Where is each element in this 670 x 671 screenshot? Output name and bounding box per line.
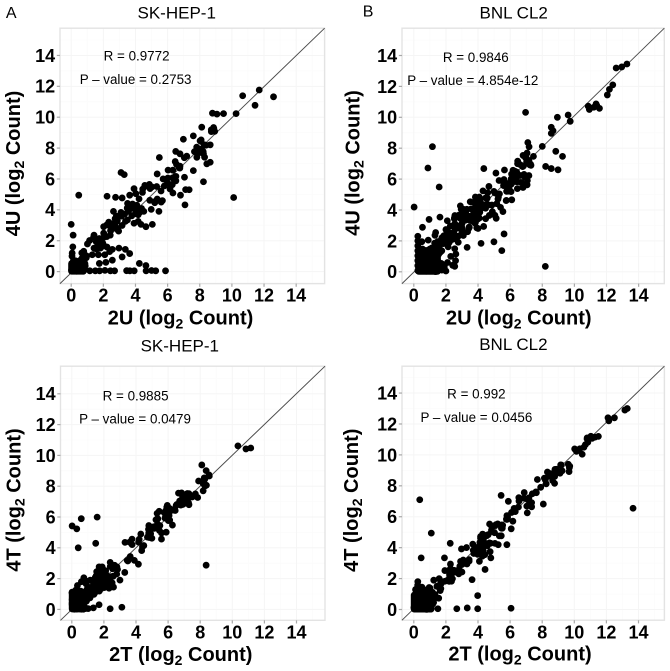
svg-text:8: 8: [45, 138, 55, 158]
svg-text:R = 0.9772: R = 0.9772: [104, 49, 170, 64]
svg-text:2: 2: [387, 569, 397, 589]
svg-text:4: 4: [45, 200, 55, 220]
svg-text:2: 2: [387, 231, 397, 251]
svg-text:8: 8: [387, 476, 397, 496]
svg-text:4: 4: [387, 538, 397, 558]
svg-text:2: 2: [99, 622, 109, 642]
svg-text:0: 0: [387, 600, 397, 620]
svg-text:10: 10: [377, 445, 397, 465]
svg-text:8: 8: [537, 286, 547, 306]
svg-text:P – value = 0.0479: P – value = 0.0479: [79, 411, 191, 426]
svg-text:2U (log2 Count): 2U (log2 Count): [446, 308, 592, 332]
svg-text:R = 0.9846: R = 0.9846: [443, 50, 509, 65]
svg-text:12: 12: [377, 77, 397, 97]
svg-text:P – value = 0.0456: P – value = 0.0456: [420, 410, 532, 425]
svg-text:6: 6: [163, 286, 173, 306]
svg-text:6: 6: [505, 286, 515, 306]
svg-text:12: 12: [36, 415, 56, 435]
svg-text:SK-HEP-1: SK-HEP-1: [137, 3, 215, 22]
svg-text:14: 14: [377, 383, 397, 403]
svg-text:8: 8: [46, 477, 56, 497]
svg-text:6: 6: [45, 169, 55, 189]
svg-text:10: 10: [36, 446, 56, 466]
svg-text:P – value = 4.854e-12: P – value = 4.854e-12: [407, 73, 538, 88]
svg-text:2: 2: [441, 622, 451, 642]
svg-text:2: 2: [46, 569, 56, 589]
svg-text:14: 14: [377, 46, 397, 66]
svg-text:P – value = 0.2753: P – value = 0.2753: [80, 72, 192, 87]
svg-text:4: 4: [130, 286, 140, 306]
svg-text:10: 10: [222, 286, 242, 306]
svg-text:BNL CL2: BNL CL2: [480, 3, 548, 22]
svg-text:14: 14: [286, 286, 306, 306]
svg-text:10: 10: [222, 622, 242, 642]
svg-text:10: 10: [564, 622, 584, 642]
svg-text:14: 14: [286, 622, 306, 642]
svg-text:0: 0: [387, 262, 397, 282]
svg-text:12: 12: [254, 622, 274, 642]
svg-text:6: 6: [387, 170, 397, 190]
svg-text:4: 4: [46, 538, 56, 558]
svg-text:14: 14: [628, 622, 648, 642]
svg-text:8: 8: [537, 622, 547, 642]
svg-text:0: 0: [45, 262, 55, 282]
svg-text:6: 6: [163, 622, 173, 642]
svg-text:4: 4: [473, 622, 483, 642]
svg-text:8: 8: [195, 622, 205, 642]
svg-text:14: 14: [35, 46, 55, 66]
svg-text:10: 10: [377, 108, 397, 128]
svg-text:12: 12: [35, 77, 55, 97]
svg-text:0: 0: [66, 286, 76, 306]
svg-text:2: 2: [98, 286, 108, 306]
svg-text:8: 8: [387, 139, 397, 159]
svg-text:2: 2: [45, 231, 55, 251]
svg-text:4: 4: [131, 622, 141, 642]
svg-text:12: 12: [597, 286, 617, 306]
svg-text:6: 6: [505, 622, 515, 642]
svg-text:SK-HEP-1: SK-HEP-1: [141, 337, 219, 356]
svg-text:10: 10: [35, 108, 55, 128]
svg-text:R = 0.9885: R = 0.9885: [103, 388, 169, 403]
svg-text:0: 0: [67, 622, 77, 642]
svg-text:R = 0.992: R = 0.992: [447, 386, 505, 401]
svg-text:0: 0: [409, 286, 419, 306]
svg-text:8: 8: [195, 286, 205, 306]
svg-text:12: 12: [254, 286, 274, 306]
svg-text:10: 10: [564, 286, 584, 306]
svg-text:A: A: [6, 5, 17, 22]
svg-text:12: 12: [377, 414, 397, 434]
svg-text:6: 6: [46, 507, 56, 527]
svg-text:4: 4: [387, 200, 397, 220]
svg-text:0: 0: [46, 600, 56, 620]
svg-text:2: 2: [441, 286, 451, 306]
svg-text:0: 0: [409, 622, 419, 642]
svg-text:14: 14: [629, 286, 649, 306]
svg-text:B: B: [363, 4, 374, 21]
svg-text:12: 12: [596, 622, 616, 642]
svg-text:BNL CL2: BNL CL2: [479, 335, 547, 354]
svg-text:4: 4: [473, 286, 483, 306]
svg-text:6: 6: [387, 507, 397, 527]
svg-text:14: 14: [36, 384, 56, 404]
